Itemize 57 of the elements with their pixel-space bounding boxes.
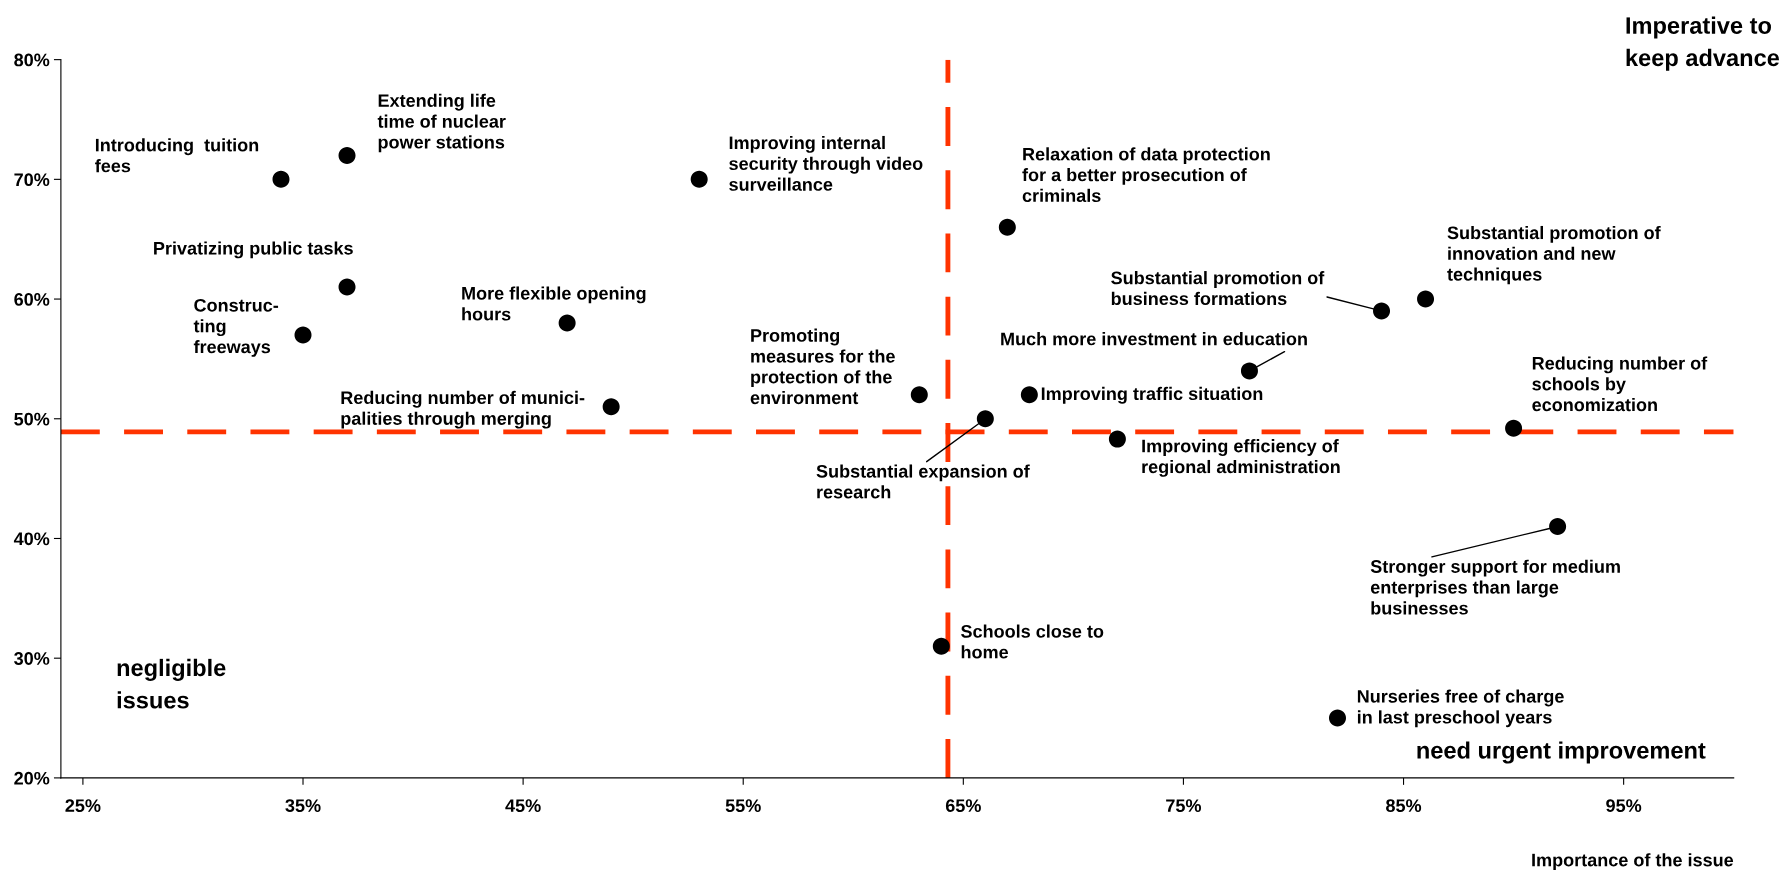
y-tick-label: 20% (14, 771, 50, 785)
y-tick-label: 30% (14, 652, 50, 665)
point (1108, 430, 1126, 448)
point (976, 410, 994, 428)
annotation: need urgent improvement (1417, 741, 1706, 764)
x-axis-title: Importance of the issue (1532, 853, 1734, 870)
annotation: negligible issues (117, 658, 226, 709)
annotation: Introducing tuition fees (95, 138, 259, 173)
annotation: Privatizing public tasks (154, 241, 353, 259)
annotation: Reducing number of schools by economization (1532, 356, 1708, 412)
annotation: Construc- ting freeways (193, 298, 279, 357)
annotation: Reducing number of munici- palities through merging (341, 390, 585, 429)
point (1240, 362, 1258, 380)
point (294, 326, 312, 344)
point (690, 170, 708, 188)
point (998, 218, 1016, 236)
point (558, 314, 576, 332)
x-tick-label: 65% (945, 799, 981, 812)
annotation: Improving internal security through video surveillance (729, 135, 923, 191)
y-tick-label: 70% (14, 173, 50, 187)
point (1549, 518, 1567, 536)
y-tick-label: 50% (14, 412, 50, 426)
annotation: Stronger support for medium enterprises than large businesses (1370, 559, 1620, 615)
annotation: Relaxation of data protection for a better prosecution of criminals (1022, 147, 1270, 203)
annotation: Substantial promotion of business formations (1111, 271, 1325, 306)
annotation: Extending life time of nuclear power stations (377, 93, 506, 153)
point (910, 386, 928, 404)
x-tick-label: 55% (725, 799, 761, 812)
x-tick-label: 75% (1166, 799, 1202, 812)
annotation: Improving efficiency of regional administration (1142, 439, 1340, 477)
y-tick-label: 60% (14, 292, 50, 306)
y-tick-label: 40% (13, 532, 50, 546)
annotation: Substantial expansion of research (816, 464, 1030, 499)
x-tick-label: 85% (1386, 799, 1422, 812)
y-tick-label: 80% (14, 53, 50, 67)
point (1328, 709, 1347, 727)
x-tick-label: 35% (285, 799, 321, 813)
x-tick-label: 95% (1606, 799, 1642, 812)
point (602, 398, 620, 416)
annotation: Schools close to home (961, 624, 1104, 659)
annotation: Promoting measures for the protection of the environment (750, 328, 895, 405)
point (338, 278, 356, 296)
point (932, 637, 950, 655)
annotation: More flexible opening hours (462, 286, 646, 321)
point (1373, 302, 1391, 320)
point (338, 146, 356, 164)
annotation: Much more investment in education (1001, 332, 1307, 346)
point (272, 170, 290, 188)
x-tick-label: 45% (505, 799, 541, 812)
annotation: Nurseries free of charge in last preschool years (1357, 689, 1564, 728)
annotation: Substantial promotion of innovation and new techniques (1447, 225, 1661, 285)
annotation: Improving traffic situation (1041, 386, 1263, 404)
annotation: Imperative to keep advance (1626, 16, 1780, 71)
point (1505, 419, 1523, 437)
point (1417, 290, 1435, 308)
point (1020, 386, 1038, 404)
x-tick-label: 25% (65, 799, 101, 812)
